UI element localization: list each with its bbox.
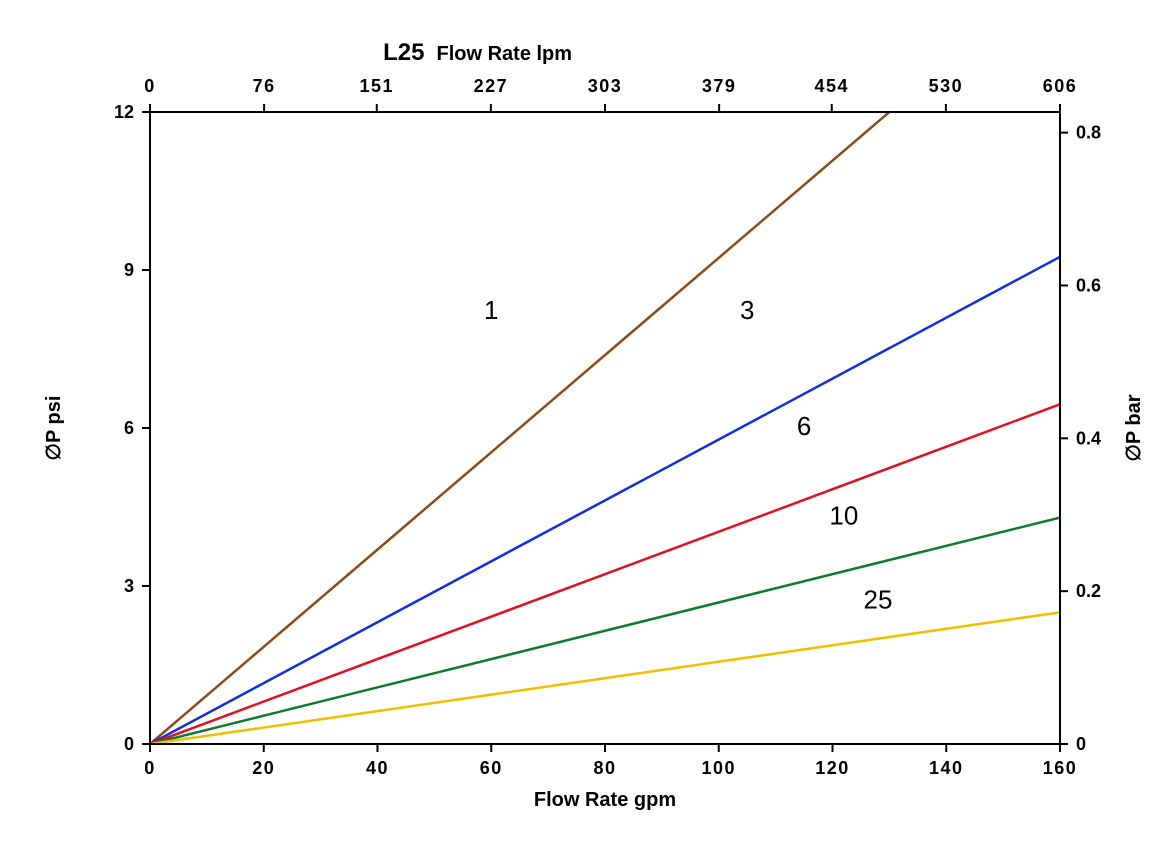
ytick-right-label: 0.8 <box>1076 123 1101 143</box>
xtick-top-label: 0 <box>144 76 156 96</box>
series-label-1: 1 <box>484 295 498 325</box>
xtick-top-label: 227 <box>474 76 509 96</box>
xtick-top-label: 454 <box>814 76 849 96</box>
ytick-right-label: 0.6 <box>1076 275 1101 295</box>
ytick-right-label: 0.2 <box>1076 581 1101 601</box>
xtick-bottom-label: 160 <box>1043 758 1078 778</box>
ytick-left-label: 9 <box>124 260 134 280</box>
xtick-bottom-label: 140 <box>929 758 964 778</box>
xtick-bottom-label: 20 <box>252 758 275 778</box>
series-label-10: 10 <box>829 500 858 530</box>
ytick-left-label: 6 <box>124 418 134 438</box>
ytick-left-label: 12 <box>114 102 134 122</box>
y-right-label: ∅P bar <box>1123 394 1145 461</box>
xtick-bottom-label: 100 <box>701 758 736 778</box>
xtick-top-label: 151 <box>359 76 394 96</box>
xtick-bottom-label: 60 <box>480 758 503 778</box>
ytick-left-label: 0 <box>124 734 134 754</box>
chart-stage: 1361025020406080100120140160Flow Rate gp… <box>0 0 1170 866</box>
xtick-top-label: 530 <box>929 76 964 96</box>
xtick-top-label: 76 <box>253 76 276 96</box>
series-label-3: 3 <box>740 295 754 325</box>
ytick-left-label: 3 <box>124 576 134 596</box>
series-label-25: 25 <box>864 585 893 615</box>
series-label-6: 6 <box>797 411 811 441</box>
chart-top-title: L25 Flow Rate lpm <box>383 39 572 66</box>
title-flow-lpm: Flow Rate lpm <box>436 43 572 65</box>
x-bottom-label: Flow Rate gpm <box>534 789 676 811</box>
chart-background <box>0 0 1170 866</box>
xtick-bottom-label: 0 <box>144 758 156 778</box>
xtick-bottom-label: 80 <box>593 758 616 778</box>
xtick-top-label: 379 <box>702 76 737 96</box>
ytick-right-label: 0 <box>1076 734 1086 754</box>
xtick-top-label: 606 <box>1043 76 1078 96</box>
y-left-label: ∅P psi <box>43 396 65 461</box>
ytick-right-label: 0.4 <box>1076 428 1101 448</box>
title-l25: L25 <box>383 39 424 66</box>
xtick-top-label: 303 <box>588 76 623 96</box>
xtick-bottom-label: 120 <box>815 758 850 778</box>
xtick-bottom-label: 40 <box>366 758 389 778</box>
pressure-flow-chart: 1361025020406080100120140160Flow Rate gp… <box>0 0 1170 866</box>
